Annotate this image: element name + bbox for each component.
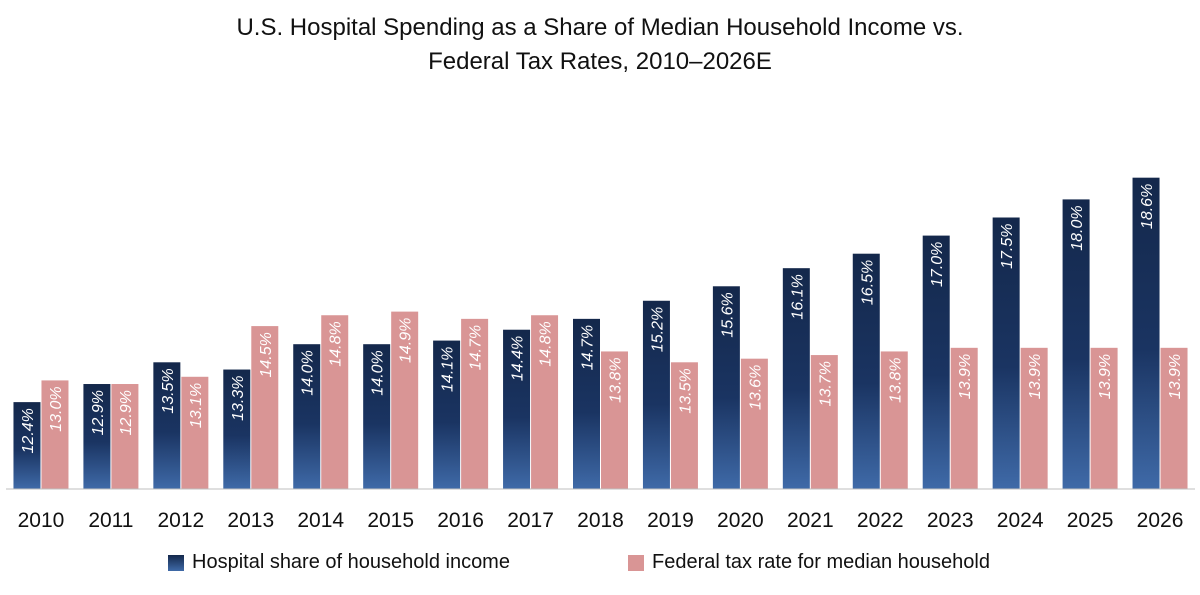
- bar-hospital-2022: [852, 253, 880, 489]
- label-tax-2012: 13.1%: [188, 383, 205, 428]
- label-hospital-2018: 14.7%: [580, 325, 597, 370]
- bar-hospital-2023: [922, 235, 950, 489]
- label-tax-2014: 14.8%: [328, 321, 345, 366]
- bar-tax-2025: [1090, 347, 1118, 489]
- x-tick-2017: 2017: [507, 509, 554, 532]
- legend-item-tax: Federal tax rate for median household: [628, 551, 990, 574]
- bar-tax-2024: [1020, 347, 1048, 489]
- x-tick-2020: 2020: [717, 509, 764, 532]
- bar-hospital-2024: [992, 217, 1020, 489]
- bars-group: 12.4% 13.0% 12.9% 12.9% 13.5% 13.1% 13.3% 14.5%…: [13, 177, 1188, 489]
- label-tax-2020: 13.6%: [747, 365, 764, 410]
- label-hospital-2022: 16.5%: [859, 260, 876, 305]
- label-tax-2025: 13.9%: [1097, 354, 1114, 399]
- label-hospital-2024: 17.5%: [999, 223, 1016, 268]
- label-tax-2023: 13.9%: [957, 354, 974, 399]
- bar-tax-2019: [670, 362, 698, 489]
- bar-tax-2020: [740, 358, 768, 489]
- legend-item-hospital: Hospital share of household income: [168, 551, 510, 574]
- label-hospital-2011: 12.9%: [90, 390, 107, 435]
- x-tick-2014: 2014: [297, 509, 344, 532]
- label-hospital-2013: 13.3%: [230, 376, 247, 421]
- bar-hospital-2019: [642, 300, 670, 489]
- chart-title-line-1: U.S. Hospital Spending as a Share of Med…: [236, 14, 964, 41]
- legend-swatch-tax: [628, 554, 644, 571]
- label-tax-2011: 12.9%: [118, 390, 135, 435]
- x-tick-2010: 2010: [18, 509, 65, 532]
- bar-hospital-2017: [503, 329, 531, 489]
- x-tick-2016: 2016: [437, 509, 484, 532]
- bar-tax-2026: [1160, 347, 1188, 489]
- x-tick-2025: 2025: [1067, 509, 1114, 532]
- bar-tax-2018: [601, 351, 628, 489]
- legend-swatch-hospital: [168, 554, 184, 571]
- bar-hospital-2016: [433, 340, 461, 489]
- label-tax-2019: 13.5%: [677, 368, 694, 413]
- x-tick-2015: 2015: [367, 509, 414, 532]
- bar-hospital-2014: [293, 344, 321, 489]
- label-tax-2018: 13.8%: [608, 357, 625, 402]
- label-hospital-2020: 15.6%: [719, 292, 736, 337]
- label-hospital-2021: 16.1%: [789, 274, 806, 319]
- x-tick-2019: 2019: [647, 509, 694, 532]
- label-hospital-2019: 15.2%: [649, 307, 666, 352]
- label-hospital-2010: 12.4%: [20, 408, 37, 453]
- legend-label-tax: Federal tax rate for median household: [652, 551, 990, 573]
- label-hospital-2017: 14.4%: [510, 336, 527, 381]
- bar-tax-2012: [181, 376, 209, 489]
- bar-tax-2023: [950, 347, 978, 489]
- label-hospital-2015: 14.0%: [370, 350, 387, 395]
- label-hospital-2014: 14.0%: [300, 350, 317, 395]
- bar-hospital-2011: [83, 384, 111, 489]
- bar-tax-2021: [810, 355, 838, 489]
- label-tax-2010: 13.0%: [48, 386, 65, 431]
- x-tick-2026: 2026: [1137, 509, 1184, 532]
- bar-tax-2011: [111, 384, 139, 489]
- bar-tax-2010: [41, 380, 69, 489]
- label-tax-2013: 14.5%: [258, 332, 275, 377]
- x-tick-2024: 2024: [997, 509, 1044, 532]
- x-tick-2018: 2018: [577, 509, 624, 532]
- label-hospital-2025: 18.0%: [1069, 205, 1086, 250]
- bar-hospital-2026: [1132, 177, 1160, 489]
- bar-hospital-2012: [153, 362, 181, 489]
- bar-tax-2015: [391, 311, 419, 489]
- label-hospital-2016: 14.1%: [440, 347, 457, 392]
- x-axis-ticks: 2010 2011 2012 2013 2014 2015 2016 2017 2018 2019…: [18, 509, 1184, 532]
- label-hospital-2026: 18.6%: [1139, 184, 1156, 229]
- chart-title-line-2: Federal Tax Rates, 2010–2026E: [428, 48, 772, 75]
- x-tick-2023: 2023: [927, 509, 974, 532]
- bar-hospital-2015: [363, 344, 391, 489]
- bar-hospital-2020: [712, 286, 740, 489]
- label-hospital-2012: 13.5%: [160, 368, 177, 413]
- bar-hospital-2021: [782, 268, 810, 489]
- x-tick-2013: 2013: [227, 509, 274, 532]
- bar-hospital-2025: [1062, 199, 1090, 489]
- bar-tax-2022: [880, 351, 908, 489]
- label-tax-2017: 14.8%: [538, 321, 555, 366]
- label-tax-2015: 14.9%: [398, 318, 415, 363]
- x-tick-2022: 2022: [857, 509, 904, 532]
- bar-hospital-2010: [13, 402, 41, 489]
- x-tick-2012: 2012: [157, 509, 204, 532]
- label-tax-2021: 13.7%: [817, 361, 834, 406]
- x-tick-2011: 2011: [88, 509, 133, 532]
- label-tax-2026: 13.9%: [1167, 354, 1184, 399]
- label-tax-2022: 13.8%: [887, 357, 904, 402]
- bar-tax-2017: [531, 315, 559, 489]
- bar-tax-2014: [321, 315, 349, 489]
- x-tick-2021: 2021: [787, 509, 834, 532]
- bar-hospital-2013: [223, 369, 251, 489]
- bar-hospital-2018: [573, 318, 600, 489]
- bar-tax-2016: [461, 318, 489, 489]
- label-tax-2016: 14.7%: [468, 325, 485, 370]
- legend-label-hospital: Hospital share of household income: [192, 551, 510, 573]
- label-hospital-2023: 17.0%: [929, 242, 946, 287]
- label-tax-2024: 13.9%: [1027, 354, 1044, 399]
- bar-tax-2013: [251, 326, 279, 489]
